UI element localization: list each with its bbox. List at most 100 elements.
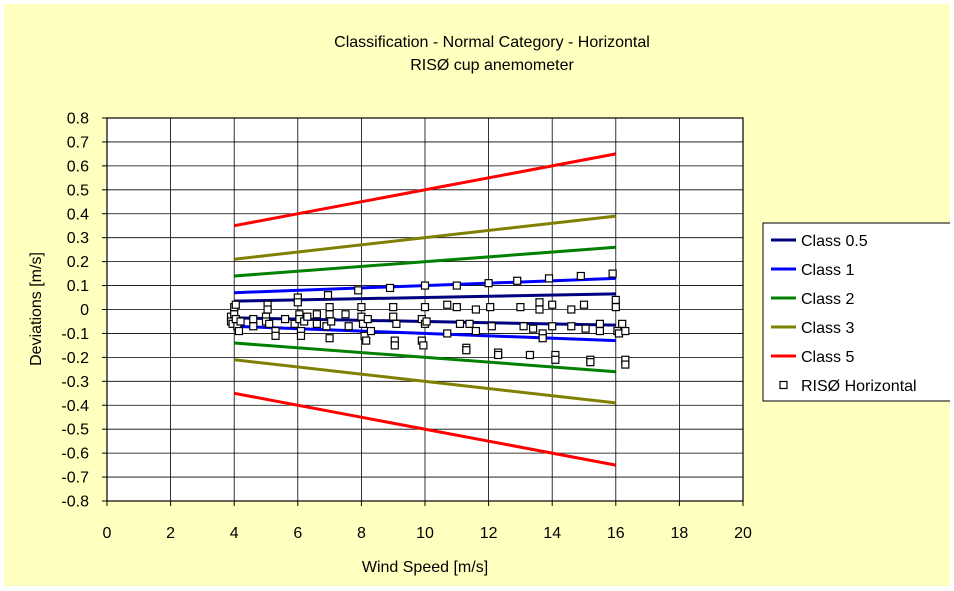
scatter-point [452,281,461,290]
scatter-point [618,319,627,328]
scatter-point [327,317,336,326]
y-tick-label: -0.3 [61,374,89,391]
scatter-point [486,303,495,312]
y-tick-label: 0.3 [67,230,89,247]
scatter-point [471,305,480,314]
scatter-point [344,322,353,331]
scatter-point [535,305,544,314]
series-line-class-5 [233,391,617,467]
y-tick-label: -0.7 [61,470,89,487]
scatter-point [581,324,590,333]
scatter-point [544,274,554,283]
deviation-chart: Classification - Normal Category - Horiz… [28,34,954,576]
y-tick-label: 0.1 [67,278,89,295]
scatter-point [323,291,333,300]
x-tick-label: 20 [734,525,752,542]
scatter-point [263,305,272,314]
scatter-point [455,319,465,328]
scatter-point [487,322,496,331]
scatter-point [312,319,321,328]
scatter-point [325,334,334,343]
scatter-point [538,334,547,343]
scatter-point [312,310,321,319]
legend-label: Class 3 [801,320,854,337]
scatter-point [392,319,401,328]
scatter-point [608,269,617,278]
scatter-point [548,300,557,309]
x-tick-label: 8 [357,525,366,542]
x-tick-label: 12 [480,525,498,542]
y-axis-label: Deviations [m/s] [28,252,45,366]
series-line-class-3 [234,214,616,261]
x-tick-label: 6 [293,525,302,542]
scatter-point [362,336,371,345]
x-tick-label: 14 [543,525,561,542]
legend-label: Class 0.5 [801,233,868,250]
x-tick-label: 10 [416,525,434,542]
scatter-point [420,281,430,290]
scatter-point [548,322,557,331]
scatter-point [271,331,280,340]
scatter-point [443,300,452,309]
scatter-point [525,350,535,360]
scatter-point [586,358,595,367]
chart-title: Classification - Normal Category - Horiz… [334,34,650,51]
y-axis-ticks: 0.8 0.7 0.6 0.5 0.4 0.3 0.2 0.1 0 -0.1 -0.2 -0.3 -0.… [61,111,107,511]
scatter-point [567,322,576,331]
scatter-point [390,341,399,350]
scatter-point [595,319,605,328]
y-tick-label: -0.2 [61,350,89,367]
x-axis-ticks: 0 2 4 6 8 10 12 14 16 18 20 [103,501,752,542]
x-tick-label: 16 [607,525,625,542]
scatter-point [303,312,312,321]
scatter-point [576,271,585,281]
scatter-point [249,322,258,331]
legend: Class 0.5 Class 1 Class 2 Class 3 Class 5 RIS… [762,222,954,402]
chart-subtitle: RISØ cup anemometer [410,57,574,74]
scatter-point [354,286,363,295]
scatter-point [516,303,525,312]
y-tick-label: 0.2 [67,254,89,271]
scatter-point [325,303,334,312]
scatter-point [513,276,522,285]
series-line-class-2 [234,341,616,374]
scatter-point [234,326,244,336]
scatter-point [484,279,493,288]
scatter-point [621,360,630,369]
scatter-point [296,331,306,340]
scatter-points [226,269,630,369]
x-tick-label: 0 [103,525,112,542]
scatter-point [465,319,474,328]
y-tick-label: 0.7 [67,134,89,151]
scatter-point [443,329,452,338]
scatter-point [422,317,431,326]
scatter-point [366,326,376,336]
series-line-class-2 [234,245,616,278]
x-tick-label: 18 [671,525,689,542]
y-tick-label: -0.4 [61,398,89,415]
scatter-point [611,303,620,312]
scatter-point [249,314,258,324]
legend-label: RISØ Horizontal [801,378,917,395]
scatter-point [494,350,503,360]
scatter-point [471,326,480,336]
y-tick-label: -0.5 [61,422,89,439]
scatter-point [595,326,605,336]
scatter-point [579,300,589,309]
series-line-class-3 [234,358,616,405]
scatter-point [551,355,560,364]
y-tick-label: 0 [80,302,89,319]
scatter-point [420,303,430,312]
scatter-point [322,322,331,331]
scatter-point [290,319,299,328]
legend-label: Class 1 [801,262,854,279]
scatter-point [389,312,398,321]
scatter-point [452,303,461,312]
scatter-point [385,283,395,293]
scatter-point [519,322,528,331]
scatter-point [389,303,398,312]
x-tick-label: 2 [166,525,175,542]
y-tick-label: 0.5 [67,182,89,199]
chart-area: Classification - Normal Category - Horiz… [4,4,954,586]
legend-marker [779,380,788,390]
